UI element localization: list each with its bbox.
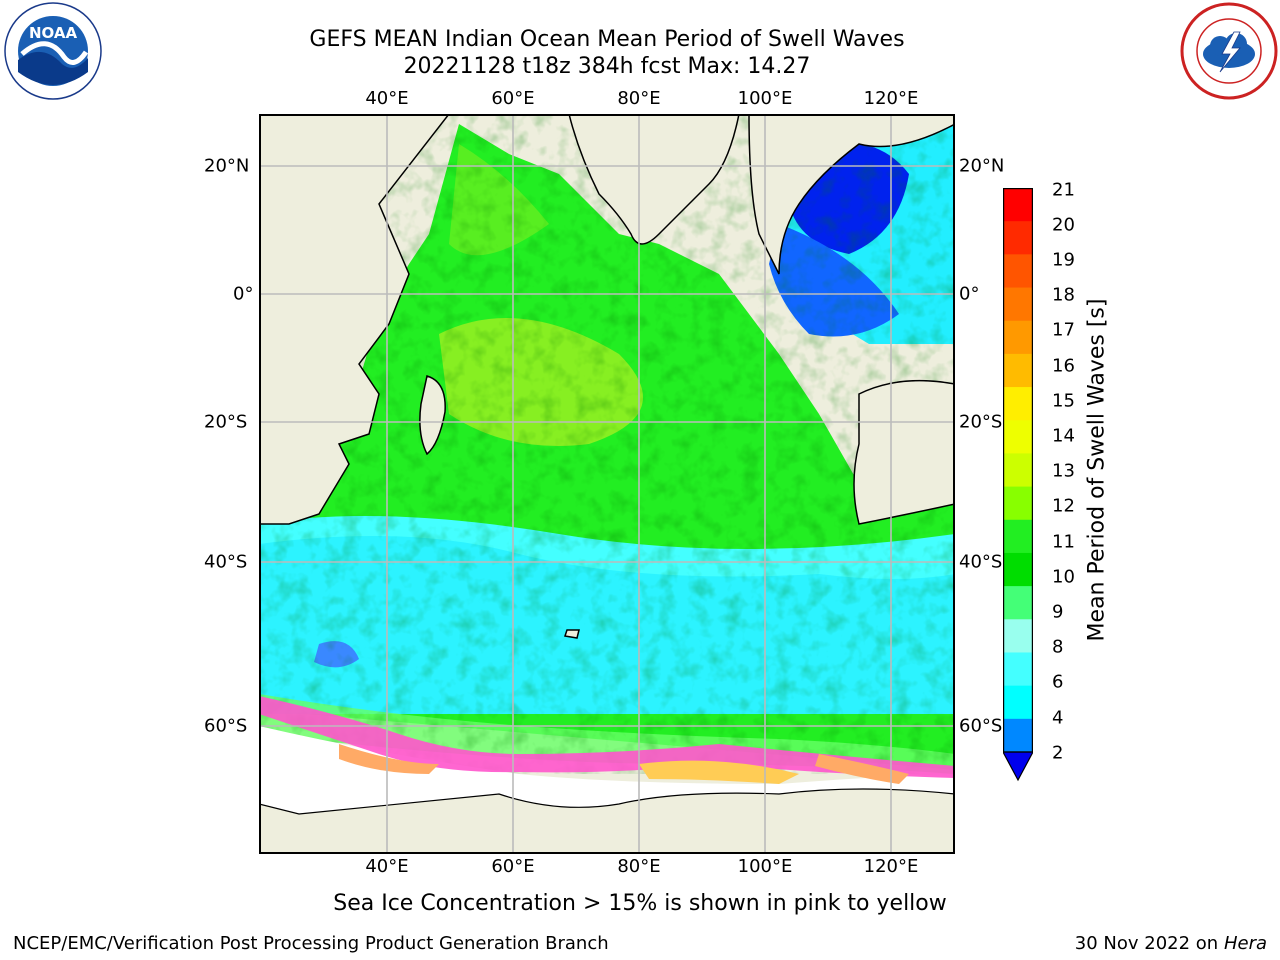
colorbar-label-21: 21 xyxy=(1052,179,1075,201)
chart-title: GEFS MEAN Indian Ocean Mean Period of Sw… xyxy=(309,27,905,52)
lat-tick-right-0: 0° xyxy=(959,283,980,305)
colorbar-cell xyxy=(1003,718,1033,753)
colorbar-extend-arrow xyxy=(1003,751,1033,782)
colorbar-label-9: 9 xyxy=(1052,601,1064,623)
nws-logo-icon xyxy=(1180,2,1278,100)
colorbar-label-12: 12 xyxy=(1052,495,1075,517)
map-frame xyxy=(259,114,955,854)
map-panel xyxy=(259,114,955,854)
colorbar-label-2: 2 xyxy=(1052,742,1064,764)
lon-tick-top-80e: 80°E xyxy=(617,88,661,109)
sea-ice-note: Sea Ice Concentration > 15% is shown in … xyxy=(333,891,947,916)
colorbar-cell xyxy=(1003,387,1033,421)
colorbar-label-10: 10 xyxy=(1052,566,1075,588)
lon-tick-top-40e: 40°E xyxy=(365,88,409,109)
lat-tick-right-40s: 40°S xyxy=(959,551,1003,573)
colorbar xyxy=(1003,188,1033,782)
lon-tick-bottom-100e: 100°E xyxy=(737,856,793,877)
lat-tick-right-20n: 20°N xyxy=(959,155,1005,177)
colorbar-cell xyxy=(1003,420,1033,454)
colorbar-cell xyxy=(1003,586,1033,620)
lon-tick-bottom-80e: 80°E xyxy=(617,856,661,877)
graticule xyxy=(259,114,955,854)
colorbar-cell xyxy=(1003,552,1033,587)
lat-tick-right-60s: 60°S xyxy=(959,715,1003,737)
antarctica-land xyxy=(259,726,955,854)
colorbar-label-6: 6 xyxy=(1052,671,1064,693)
chart-subtitle: 20221128 t18z 384h fcst Max: 14.27 xyxy=(403,54,811,79)
colorbar-label-4: 4 xyxy=(1052,707,1064,729)
colorbar-label-19: 19 xyxy=(1052,249,1075,271)
colorbar-cell xyxy=(1003,652,1033,687)
colorbar-cell xyxy=(1003,619,1033,653)
lon-tick-top-120e: 120°E xyxy=(863,88,919,109)
colorbar-label-17: 17 xyxy=(1052,319,1075,341)
credit-text: NCEP/EMC/Verification Post Processing Pr… xyxy=(13,933,609,954)
lat-tick-left-20s: 20°S xyxy=(204,411,248,433)
lat-tick-left-0: 0° xyxy=(233,283,254,305)
colorbar-label-14: 14 xyxy=(1052,425,1075,447)
colorbar-cell xyxy=(1003,486,1033,521)
lon-tick-bottom-60e: 60°E xyxy=(491,856,535,877)
colorbar-cell xyxy=(1003,188,1033,222)
lon-tick-top-100e: 100°E xyxy=(737,88,793,109)
colorbar-title: Mean Period of Swell Waves [s] xyxy=(1084,298,1110,642)
colorbar-cell xyxy=(1003,254,1033,289)
colorbar-cell xyxy=(1003,353,1033,388)
lat-tick-left-40s: 40°S xyxy=(204,551,248,573)
issue-date: 30 Nov 2022 on Hera xyxy=(1075,933,1267,954)
colorbar-cell xyxy=(1003,287,1033,322)
colorbar-label-20: 20 xyxy=(1052,214,1075,236)
noaa-logo-text: NOAA xyxy=(29,24,78,42)
colorbar-label-11: 11 xyxy=(1052,531,1075,553)
sea-ice-band xyxy=(259,696,955,784)
lon-tick-bottom-120e: 120°E xyxy=(863,856,919,877)
lon-tick-bottom-40e: 40°E xyxy=(365,856,409,877)
lon-tick-top-60e: 60°E xyxy=(491,88,535,109)
colorbar-cell xyxy=(1003,221,1033,255)
colorbar-cell xyxy=(1003,519,1033,554)
colorbar-label-15: 15 xyxy=(1052,390,1075,412)
colorbar-label-18: 18 xyxy=(1052,284,1075,306)
colorbar-label-16: 16 xyxy=(1052,355,1075,377)
date-text: 30 Nov 2022 on xyxy=(1074,933,1219,954)
host-name: Hera xyxy=(1223,933,1267,954)
noaa-logo-icon: NOAA xyxy=(4,2,102,100)
lat-tick-right-20s: 20°S xyxy=(959,411,1003,433)
lat-tick-left-60s: 60°S xyxy=(204,715,248,737)
lat-tick-left-20n: 20°N xyxy=(204,155,250,177)
colorbar-frame xyxy=(1003,188,1033,753)
colorbar-label-8: 8 xyxy=(1052,636,1064,658)
colorbar-cell xyxy=(1003,453,1033,488)
colorbar-cell xyxy=(1003,320,1033,355)
colorbar-label-13: 13 xyxy=(1052,460,1075,482)
colorbar-cell xyxy=(1003,685,1033,720)
